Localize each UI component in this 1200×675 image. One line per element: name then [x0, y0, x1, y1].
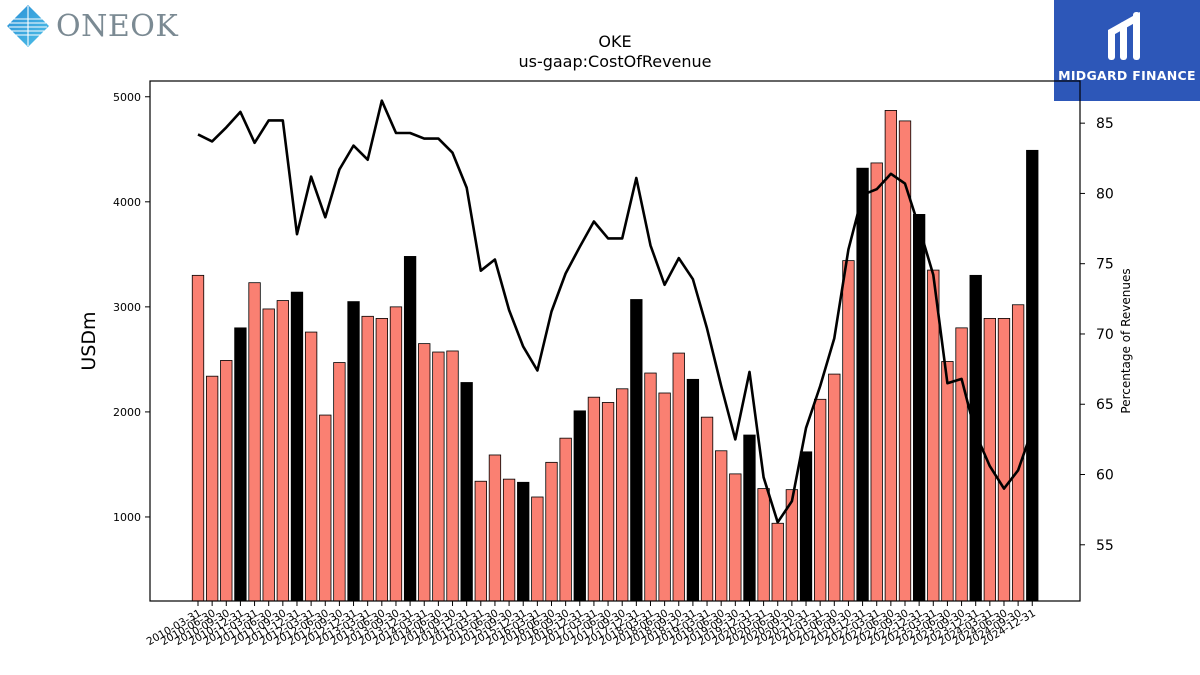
- bar: [927, 269, 940, 602]
- bar: [502, 478, 516, 602]
- bar: [969, 274, 982, 602]
- bar: [262, 308, 275, 602]
- bar: [347, 301, 360, 602]
- y2-tick-label: 60: [1096, 468, 1114, 484]
- chart-subtitle: us-gaap:CostOfRevenue: [518, 52, 712, 71]
- bar: [644, 372, 657, 602]
- bar: [418, 343, 431, 602]
- bar: [700, 416, 714, 602]
- bar: [743, 434, 756, 602]
- bar: [630, 299, 643, 602]
- y2-axis-label: Percentage of Revenues: [1119, 268, 1133, 413]
- oneok-diamond-icon: [7, 5, 49, 47]
- bar: [220, 360, 233, 602]
- bar: [715, 450, 728, 602]
- y2-tick-label: 55: [1096, 538, 1114, 554]
- bar: [729, 473, 742, 602]
- y2-tick-label: 75: [1096, 257, 1114, 273]
- bar: [446, 350, 459, 602]
- bar: [531, 496, 544, 602]
- bar: [319, 414, 332, 602]
- bar: [814, 398, 827, 602]
- bar: [1011, 304, 1025, 602]
- bar: [884, 110, 898, 602]
- y-tick-label: 1000: [113, 511, 141, 524]
- bar: [474, 480, 487, 602]
- bar: [941, 361, 954, 602]
- bar: [616, 388, 629, 602]
- bar: [389, 306, 403, 602]
- bar: [460, 382, 473, 602]
- bar: [432, 351, 445, 602]
- bar: [290, 291, 304, 602]
- bar: [912, 214, 926, 602]
- bar: [234, 327, 247, 602]
- bar: [488, 454, 502, 602]
- percentage-line: [197, 99, 1034, 524]
- bar: [587, 396, 601, 602]
- bar: [1026, 149, 1039, 602]
- midgard-finance-logo: MIDGARD FINANCE: [1054, 0, 1200, 101]
- bar: [828, 373, 841, 602]
- bar: [333, 362, 346, 602]
- y-tick-label: 3000: [113, 301, 141, 314]
- y2-tick-label: 80: [1096, 186, 1114, 202]
- y2-tick-label: 70: [1096, 327, 1114, 343]
- y-tick-label: 4000: [113, 196, 141, 209]
- oneok-logo: ONEOK: [6, 4, 178, 48]
- oneok-wordmark: ONEOK: [56, 8, 179, 44]
- bar: [403, 256, 417, 602]
- bar: [757, 488, 770, 602]
- bar: [870, 162, 883, 602]
- y-tick-label: 5000: [113, 91, 141, 104]
- bar: [573, 410, 586, 602]
- bar: [276, 300, 289, 602]
- bar: [248, 282, 261, 602]
- y2-tick-label: 85: [1096, 116, 1114, 132]
- midgard-m-icon: [1108, 12, 1140, 60]
- bar: [842, 260, 855, 602]
- bar: [559, 437, 572, 602]
- bar: [304, 331, 318, 602]
- bar: [856, 167, 869, 602]
- bar: [545, 461, 558, 602]
- bar: [517, 481, 530, 602]
- bar: [672, 352, 685, 602]
- bar: [686, 378, 700, 602]
- y-tick-label: 2000: [113, 406, 141, 419]
- y2-tick-label: 65: [1096, 397, 1114, 413]
- bar: [361, 315, 374, 602]
- bar: [799, 451, 813, 602]
- plot-frame: [149, 80, 1081, 602]
- bar: [601, 402, 615, 602]
- bar: [205, 375, 219, 602]
- bar: [771, 522, 784, 602]
- bar: [191, 274, 205, 602]
- bar: [375, 318, 388, 602]
- bar: [658, 392, 671, 602]
- chart-title: OKE: [598, 32, 632, 51]
- bar: [955, 327, 968, 602]
- y-axis-label: USDm: [78, 311, 100, 370]
- midgard-wordmark: MIDGARD FINANCE: [1058, 68, 1196, 83]
- bar: [997, 318, 1011, 602]
